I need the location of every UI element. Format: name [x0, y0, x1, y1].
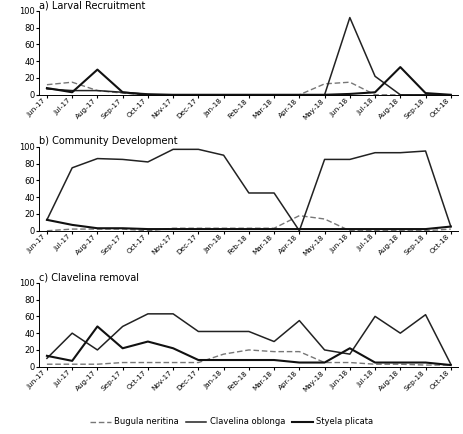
Text: a) Larval Recruitment: a) Larval Recruitment [39, 0, 146, 10]
Legend: Bugula neritina, Clavelina oblonga, Styela plicata: Bugula neritina, Clavelina oblonga, Stye… [87, 414, 376, 430]
Text: b) Community Development: b) Community Development [39, 136, 178, 146]
Text: c) Clavelina removal: c) Clavelina removal [39, 272, 139, 282]
